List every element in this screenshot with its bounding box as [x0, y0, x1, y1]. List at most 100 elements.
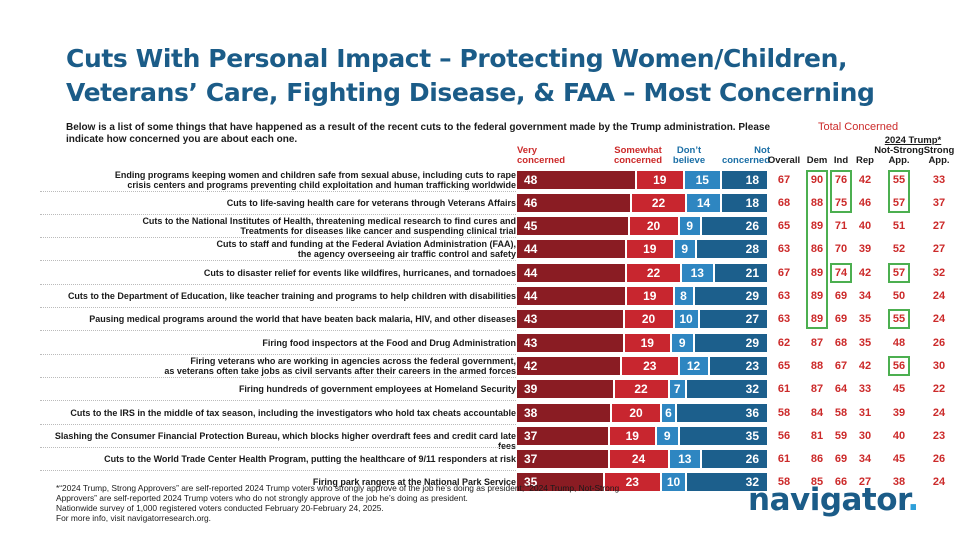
- value-dem: 88: [810, 359, 824, 372]
- value-dem: 85: [810, 476, 824, 489]
- value-overall: 65: [777, 220, 791, 233]
- row-separator: [40, 470, 516, 472]
- value-trump-strong: 37: [932, 196, 946, 209]
- value-dem: 86: [810, 243, 824, 256]
- row-label: Pausing medical programs around the worl…: [89, 314, 516, 325]
- value-ind: 68: [834, 336, 848, 349]
- not-concerned-segment: 29: [694, 287, 767, 305]
- very-concerned-segment: 46: [517, 193, 630, 212]
- dont-believe-segment: 10: [674, 310, 698, 329]
- value-overall: 58: [777, 406, 791, 419]
- value-overall: 58: [777, 476, 791, 489]
- value-dem: 86: [810, 453, 824, 466]
- value-trump-strong: 26: [932, 453, 946, 466]
- value-ind: 75: [834, 196, 848, 209]
- trump-not-strong-highlight-box: [888, 262, 910, 283]
- not-concerned-segment: 32: [687, 380, 767, 399]
- value-ind: 71: [834, 220, 848, 233]
- row-label: Slashing the Consumer Financial Protecti…: [54, 430, 516, 451]
- somewhat-concerned-segment: 19: [627, 287, 673, 305]
- somewhat-concerned-segment: 22: [632, 193, 685, 212]
- value-trump-not-strong: 57: [892, 196, 906, 209]
- header-total-concerned: Total Concerned: [818, 121, 899, 133]
- header-strong-approvers: Strong App.: [923, 145, 955, 166]
- value-overall: 62: [777, 336, 791, 349]
- dont-believe-segment: 12: [679, 356, 708, 375]
- trump-not-strong-highlight-box: [888, 309, 910, 330]
- value-trump-strong: 26: [932, 336, 946, 349]
- somewhat-concerned-segment: 19: [624, 333, 670, 352]
- not-concerned-segment: 36: [677, 403, 767, 422]
- value-ind: 64: [834, 383, 848, 396]
- somewhat-concerned-segment: 19: [609, 426, 655, 445]
- value-ind: 76: [834, 173, 848, 186]
- value-trump-not-strong: 56: [892, 359, 906, 372]
- value-overall: 61: [777, 383, 791, 396]
- value-ind: 74: [834, 266, 848, 279]
- value-trump-strong: 24: [932, 476, 946, 489]
- dont-believe-segment: 9: [672, 333, 693, 352]
- question-text: Below is a list of some things that have…: [66, 122, 771, 145]
- value-ind: 59: [834, 429, 848, 442]
- row-separator: [40, 330, 516, 332]
- value-trump-strong: 33: [932, 173, 946, 186]
- not-concerned-segment: 18: [722, 170, 767, 189]
- value-overall: 65: [777, 359, 791, 372]
- somewhat-concerned-segment: 24: [609, 450, 668, 469]
- row-separator: [40, 283, 516, 285]
- dont-believe-segment: 6: [662, 403, 675, 422]
- value-trump-strong: 24: [932, 406, 946, 419]
- very-concerned-segment: 38: [517, 403, 610, 422]
- value-trump-strong: 32: [932, 266, 946, 279]
- value-trump-not-strong: 52: [892, 243, 906, 256]
- very-concerned-segment: 35: [517, 473, 603, 492]
- row-label: Firing hundreds of government employees …: [238, 384, 516, 395]
- somewhat-concerned-segment: 23: [622, 356, 678, 375]
- row-label: Firing veterans who are working in agenc…: [164, 355, 516, 376]
- row-separator: [40, 376, 516, 378]
- value-trump-strong: 24: [932, 313, 946, 326]
- somewhat-concerned-segment: 19: [627, 240, 673, 259]
- value-trump-strong: 23: [932, 429, 946, 442]
- somewhat-concerned-segment: 23: [604, 473, 660, 492]
- value-ind: 67: [834, 359, 848, 372]
- dont-believe-segment: 9: [674, 240, 695, 259]
- value-trump-strong: 30: [932, 359, 946, 372]
- value-overall: 68: [777, 196, 791, 209]
- value-dem: 87: [810, 383, 824, 396]
- value-overall: 63: [777, 243, 791, 256]
- value-rep: 33: [858, 383, 872, 396]
- value-dem: 81: [810, 429, 824, 442]
- row-separator: [40, 400, 516, 402]
- value-dem: 89: [810, 220, 824, 233]
- row-separator: [40, 190, 516, 192]
- value-overall: 67: [777, 266, 791, 279]
- very-concerned-segment: 43: [517, 310, 623, 329]
- value-ind: 58: [834, 406, 848, 419]
- very-concerned-segment: 44: [517, 240, 625, 259]
- dem-highlight-box: [806, 169, 828, 330]
- value-rep: 31: [858, 406, 872, 419]
- value-rep: 35: [858, 336, 872, 349]
- row-label: Cuts to the IRS in the middle of tax sea…: [70, 407, 516, 418]
- row-label: Cuts to the World Trade Center Health Pr…: [104, 454, 516, 465]
- value-trump-not-strong: 55: [892, 313, 906, 326]
- value-rep: 46: [858, 196, 872, 209]
- header-trump-group: 2024 Trump*: [884, 135, 942, 146]
- value-dem: 88: [810, 196, 824, 209]
- dont-believe-segment: 14: [687, 193, 720, 212]
- value-rep: 42: [858, 266, 872, 279]
- value-rep: 27: [858, 476, 872, 489]
- ind-highlight-box: [830, 262, 852, 283]
- row-separator: [40, 260, 516, 262]
- header-overall: Overall: [767, 155, 801, 166]
- very-concerned-segment: 45: [517, 217, 628, 236]
- value-overall: 63: [777, 290, 791, 302]
- header-not-concerned: Not concerned: [721, 145, 770, 166]
- value-rep: 35: [858, 313, 872, 326]
- header-very-concerned: Very concerned: [517, 145, 566, 166]
- not-concerned-segment: 35: [679, 426, 767, 445]
- somewhat-concerned-segment: 22: [614, 380, 668, 399]
- very-concerned-segment: 48: [517, 170, 635, 189]
- dont-believe-segment: 9: [679, 217, 700, 236]
